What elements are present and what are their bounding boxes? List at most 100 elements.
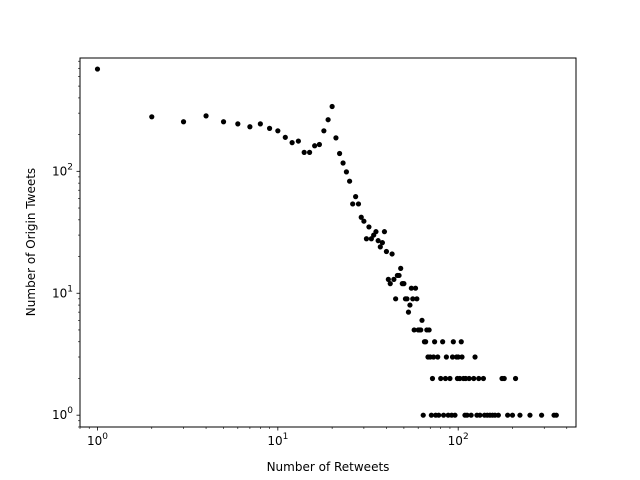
data-point — [94, 66, 101, 72]
data-point — [442, 375, 449, 382]
data-point — [366, 224, 372, 230]
data-point — [373, 229, 379, 235]
x-tick-label: 101 — [267, 432, 288, 448]
data-point — [247, 124, 253, 130]
data-point — [266, 125, 273, 131]
data-points — [94, 66, 559, 418]
data-point — [429, 375, 436, 382]
data-point — [203, 113, 209, 119]
data-point — [414, 296, 420, 302]
data-point — [517, 412, 523, 418]
data-point — [466, 375, 472, 382]
data-point — [412, 285, 419, 291]
y-tick-label: 100 — [52, 406, 73, 422]
data-point — [432, 339, 438, 345]
data-point — [350, 201, 356, 207]
data-point — [410, 296, 416, 302]
data-point — [495, 412, 501, 418]
data-point — [379, 240, 385, 246]
data-point — [340, 160, 346, 166]
data-point — [553, 412, 559, 418]
data-point — [435, 354, 441, 360]
data-point — [468, 412, 474, 418]
data-point — [393, 296, 399, 302]
data-point — [443, 354, 449, 360]
data-point — [282, 134, 288, 140]
data-point — [385, 276, 391, 282]
data-point — [458, 339, 464, 345]
data-point — [361, 218, 367, 224]
data-point — [423, 339, 429, 345]
data-point — [464, 412, 470, 418]
data-point — [420, 412, 426, 418]
data-point — [404, 296, 410, 302]
data-point — [375, 238, 381, 244]
data-point — [436, 412, 442, 418]
data-point — [447, 375, 453, 382]
data-point — [452, 412, 458, 418]
data-point — [312, 143, 318, 149]
data-point — [472, 354, 478, 360]
data-point — [401, 281, 407, 287]
data-point — [438, 375, 444, 382]
data-point — [363, 236, 370, 242]
data-point — [476, 375, 482, 382]
data-point — [440, 339, 446, 345]
data-point — [480, 375, 487, 382]
data-point — [301, 149, 307, 155]
data-point — [316, 141, 322, 148]
data-point — [343, 169, 350, 175]
data-point — [411, 327, 417, 333]
x-tick-label: 102 — [448, 432, 469, 448]
data-point — [455, 354, 461, 360]
data-point — [538, 412, 545, 418]
data-point — [391, 276, 397, 282]
data-point — [407, 302, 413, 308]
data-point — [381, 229, 388, 235]
data-point — [387, 281, 393, 287]
data-point — [426, 327, 432, 333]
data-point — [149, 114, 155, 120]
data-point — [450, 339, 456, 345]
data-point — [477, 412, 483, 418]
data-point — [459, 354, 465, 360]
data-point — [336, 150, 343, 157]
data-point — [329, 103, 335, 110]
data-point — [295, 138, 301, 144]
data-point — [398, 265, 404, 271]
data-point — [235, 121, 241, 127]
data-point — [347, 178, 353, 184]
data-point — [471, 375, 477, 382]
x-axis-label: Number of Retweets — [267, 460, 390, 474]
data-point — [289, 140, 295, 146]
y-axis-label: Number of Origin Tweets — [24, 168, 38, 316]
data-point — [428, 412, 434, 418]
data-point — [389, 251, 395, 257]
data-point — [333, 135, 339, 141]
data-point — [449, 354, 456, 360]
data-point — [257, 121, 263, 127]
data-point — [527, 412, 533, 418]
data-point — [275, 128, 281, 134]
data-point — [408, 285, 414, 291]
y-axis-ticks: 100 101 102 — [52, 60, 80, 428]
data-point — [180, 119, 187, 125]
y-tick-label: 102 — [52, 162, 73, 178]
x-axis-ticks: 100 101 102 — [79, 427, 568, 448]
data-point — [430, 354, 437, 360]
y-tick-label: 101 — [52, 284, 73, 300]
x-tick-label: 100 — [87, 432, 108, 448]
data-point — [321, 128, 327, 134]
data-point — [505, 412, 511, 418]
data-point — [358, 214, 364, 220]
data-point — [457, 375, 463, 382]
plot-frame — [79, 57, 577, 428]
data-point — [440, 412, 447, 418]
data-point — [418, 327, 424, 333]
data-point — [377, 244, 383, 250]
data-point — [405, 309, 412, 315]
data-point — [419, 317, 425, 323]
data-point — [383, 248, 390, 255]
data-point — [501, 375, 507, 382]
